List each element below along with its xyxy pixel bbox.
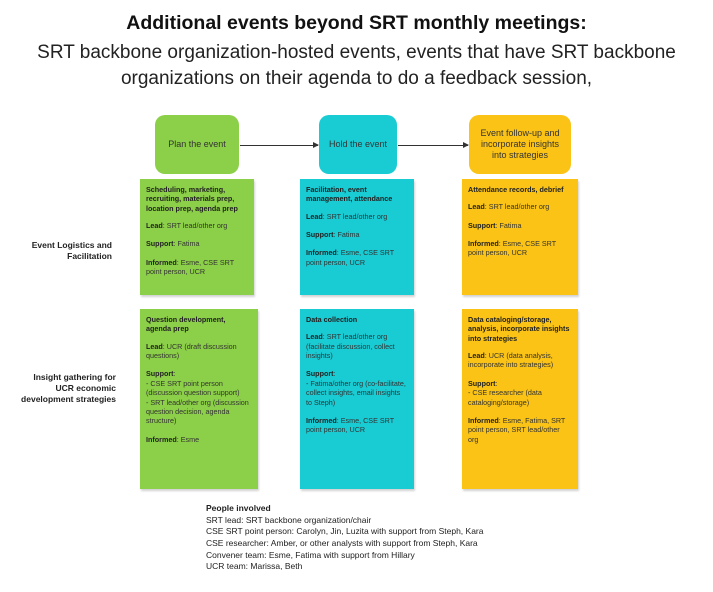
support-line: Support: Fatima [468,220,522,230]
support-line: Support: Fatima [306,230,360,240]
people-heading: People involved [206,503,271,513]
note-header: Attendance records, debrief [468,185,564,194]
page-title: Additional events beyond SRT monthly mee… [126,12,587,34]
sticky-note-logistics-plan[interactable]: Scheduling, marketing, recruiting, mater… [140,179,254,295]
support-line: Support: - Fatima/other org (co-facilitat… [306,369,406,407]
lead-line: Lead: UCR (draft discussion questions) [146,341,237,361]
subtitle-line-2: organizations on their agenda to do a fe… [120,68,593,89]
sticky-note-logistics-hold[interactable]: Facilitation, event management, attendan… [300,179,414,295]
stage-label: Hold the event [328,139,388,150]
note-header: Scheduling, marketing, recruiting, mater… [146,185,238,213]
people-line: Convener team: Esme, Fatima with support… [206,549,415,560]
people-line: SRT lead: SRT backbone organization/chai… [206,514,372,525]
sticky-note-insight-follow-up[interactable]: Data cataloging/storage, analysis, incor… [462,309,578,489]
support-line: Support: Fatima [146,239,200,249]
arrow-hold-to-follow-up [398,142,469,148]
sticky-note-logistics-follow-up[interactable]: Attendance records, debrief Lead: SRT le… [462,179,578,295]
informed-line: Informed: Esme, CSE SRT point person, UC… [468,239,557,258]
arrow-plan-to-hold [240,142,319,148]
lead-line: Lead: SRT lead/other org [468,202,550,212]
people-involved: People involved SRT lead: SRT backbone o… [206,503,484,573]
informed-line: Informed: Esme, CSE SRT point person, UC… [146,257,235,277]
note-header: Data cataloging/storage, analysis, incor… [468,315,570,343]
lead-line: Lead: UCR (data analysis, incorporate in… [468,351,554,370]
stage-label: Plan the event [168,139,226,150]
support-line: Support: - CSE SRT point person (discussi… [146,369,249,426]
informed-line: Informed: Esme [146,434,200,444]
stage-label: Event follow-up and incorporate insights… [480,128,560,160]
stage-plan-the-event[interactable]: Plan the event [155,115,239,174]
stage-event-follow-up[interactable]: Event follow-up and incorporate insights… [469,115,571,174]
row-label-insight-gathering: Insight gathering for UCR economic devel… [21,372,116,405]
lead-line: Lead: SRT lead/other org (facilitate dis… [306,332,395,361]
sticky-note-insight-hold[interactable]: Data collection Lead: SRT lead/other org… [300,309,414,489]
people-line: CSE SRT point person: Carolyn, Jin, Luzi… [206,526,484,537]
sticky-note-insight-plan[interactable]: Question development, agenda prep Lead: … [140,309,258,489]
support-line: Support: - CSE researcher (data catalogin… [468,378,542,407]
informed-line: Informed: Esme, CSE SRT point person, UC… [306,415,395,435]
people-line: UCR team: Marissa, Beth [206,561,303,572]
informed-line: Informed: Esme, CSE SRT point person, UC… [306,248,395,267]
people-line: CSE researcher: Amber, or other analysts… [206,537,478,548]
row-label-logistics: Event Logistics and Facilitation [31,240,112,262]
note-header: Facilitation, event management, attendan… [306,185,393,204]
lead-line: Lead: SRT lead/other org [146,221,228,231]
note-header: Data collection [306,315,358,324]
note-header: Question development, agenda prep [146,315,226,334]
lead-line: Lead: SRT lead/other org [306,211,388,221]
subtitle-line-1: SRT backbone organization-hosted events,… [37,42,676,63]
informed-line: Informed: Esme, Fatima, SRT point person… [468,415,566,444]
stage-hold-the-event[interactable]: Hold the event [319,115,397,174]
